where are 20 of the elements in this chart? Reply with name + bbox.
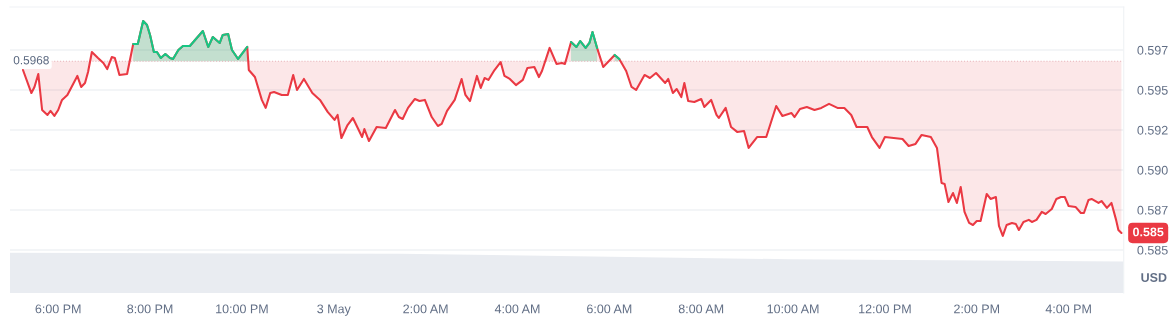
x-tick-label: 12:00 PM	[859, 304, 911, 314]
x-tick-label: 10:00 PM	[216, 304, 268, 314]
y-axis-title: USD	[1141, 273, 1167, 282]
y-tick-label: 0.590	[1137, 165, 1168, 175]
x-tick-label: 3 May	[317, 304, 351, 316]
y-tick-label: 0.595	[1137, 85, 1168, 95]
x-tick-label: 4:00 PM	[1045, 304, 1091, 314]
x-tick-label: 4:00 AM	[494, 304, 540, 314]
y-tick-label: 0.597	[1137, 45, 1168, 55]
x-tick-label: 6:00 AM	[587, 304, 632, 314]
x-tick-label: 8:00 PM	[127, 304, 173, 314]
x-tick-label: 6:00 PM	[35, 304, 81, 314]
x-tick-label: 8:00 AM	[678, 304, 724, 314]
ref-line-label: 0.5968	[13, 56, 49, 65]
x-tick-label: 2:00 PM	[954, 304, 1000, 314]
y-tick-label: 0.587	[1137, 205, 1168, 215]
x-tick-label: 2:00 AM	[403, 304, 448, 314]
y-tick-label: 0.585	[1137, 245, 1168, 255]
x-tick-label: 10:00 AM	[767, 304, 819, 314]
y-tick-label: 0.592	[1137, 125, 1168, 135]
